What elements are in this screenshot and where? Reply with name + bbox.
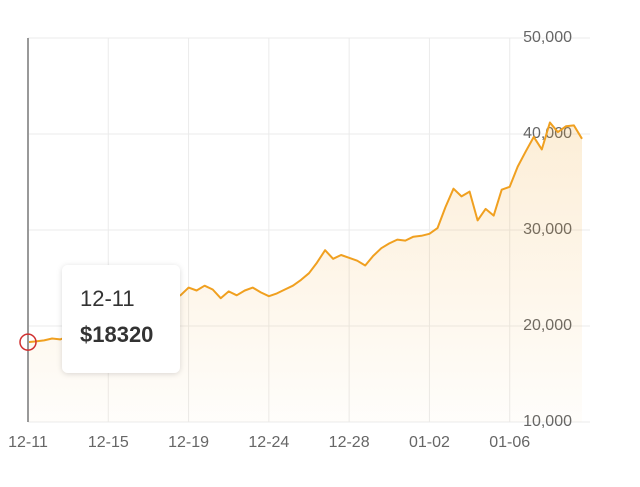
tooltip-date: 12-11: [80, 286, 135, 311]
tooltip-value: $18320: [80, 322, 153, 347]
x-tick-label: 12-19: [168, 434, 209, 451]
x-tick-label: 12-15: [88, 434, 129, 451]
tooltip: 12-11 $18320: [62, 265, 180, 373]
y-tick-label: 50,000: [523, 29, 572, 46]
x-tick-label: 12-28: [329, 434, 370, 451]
cursor-marker: [19, 333, 37, 351]
x-tick-label: 01-02: [409, 434, 450, 451]
x-tick-label: 01-06: [489, 434, 530, 451]
x-tick-label: 12-11: [8, 434, 48, 451]
tooltip-box: [62, 265, 180, 373]
x-tick-label: 12-24: [248, 434, 289, 451]
